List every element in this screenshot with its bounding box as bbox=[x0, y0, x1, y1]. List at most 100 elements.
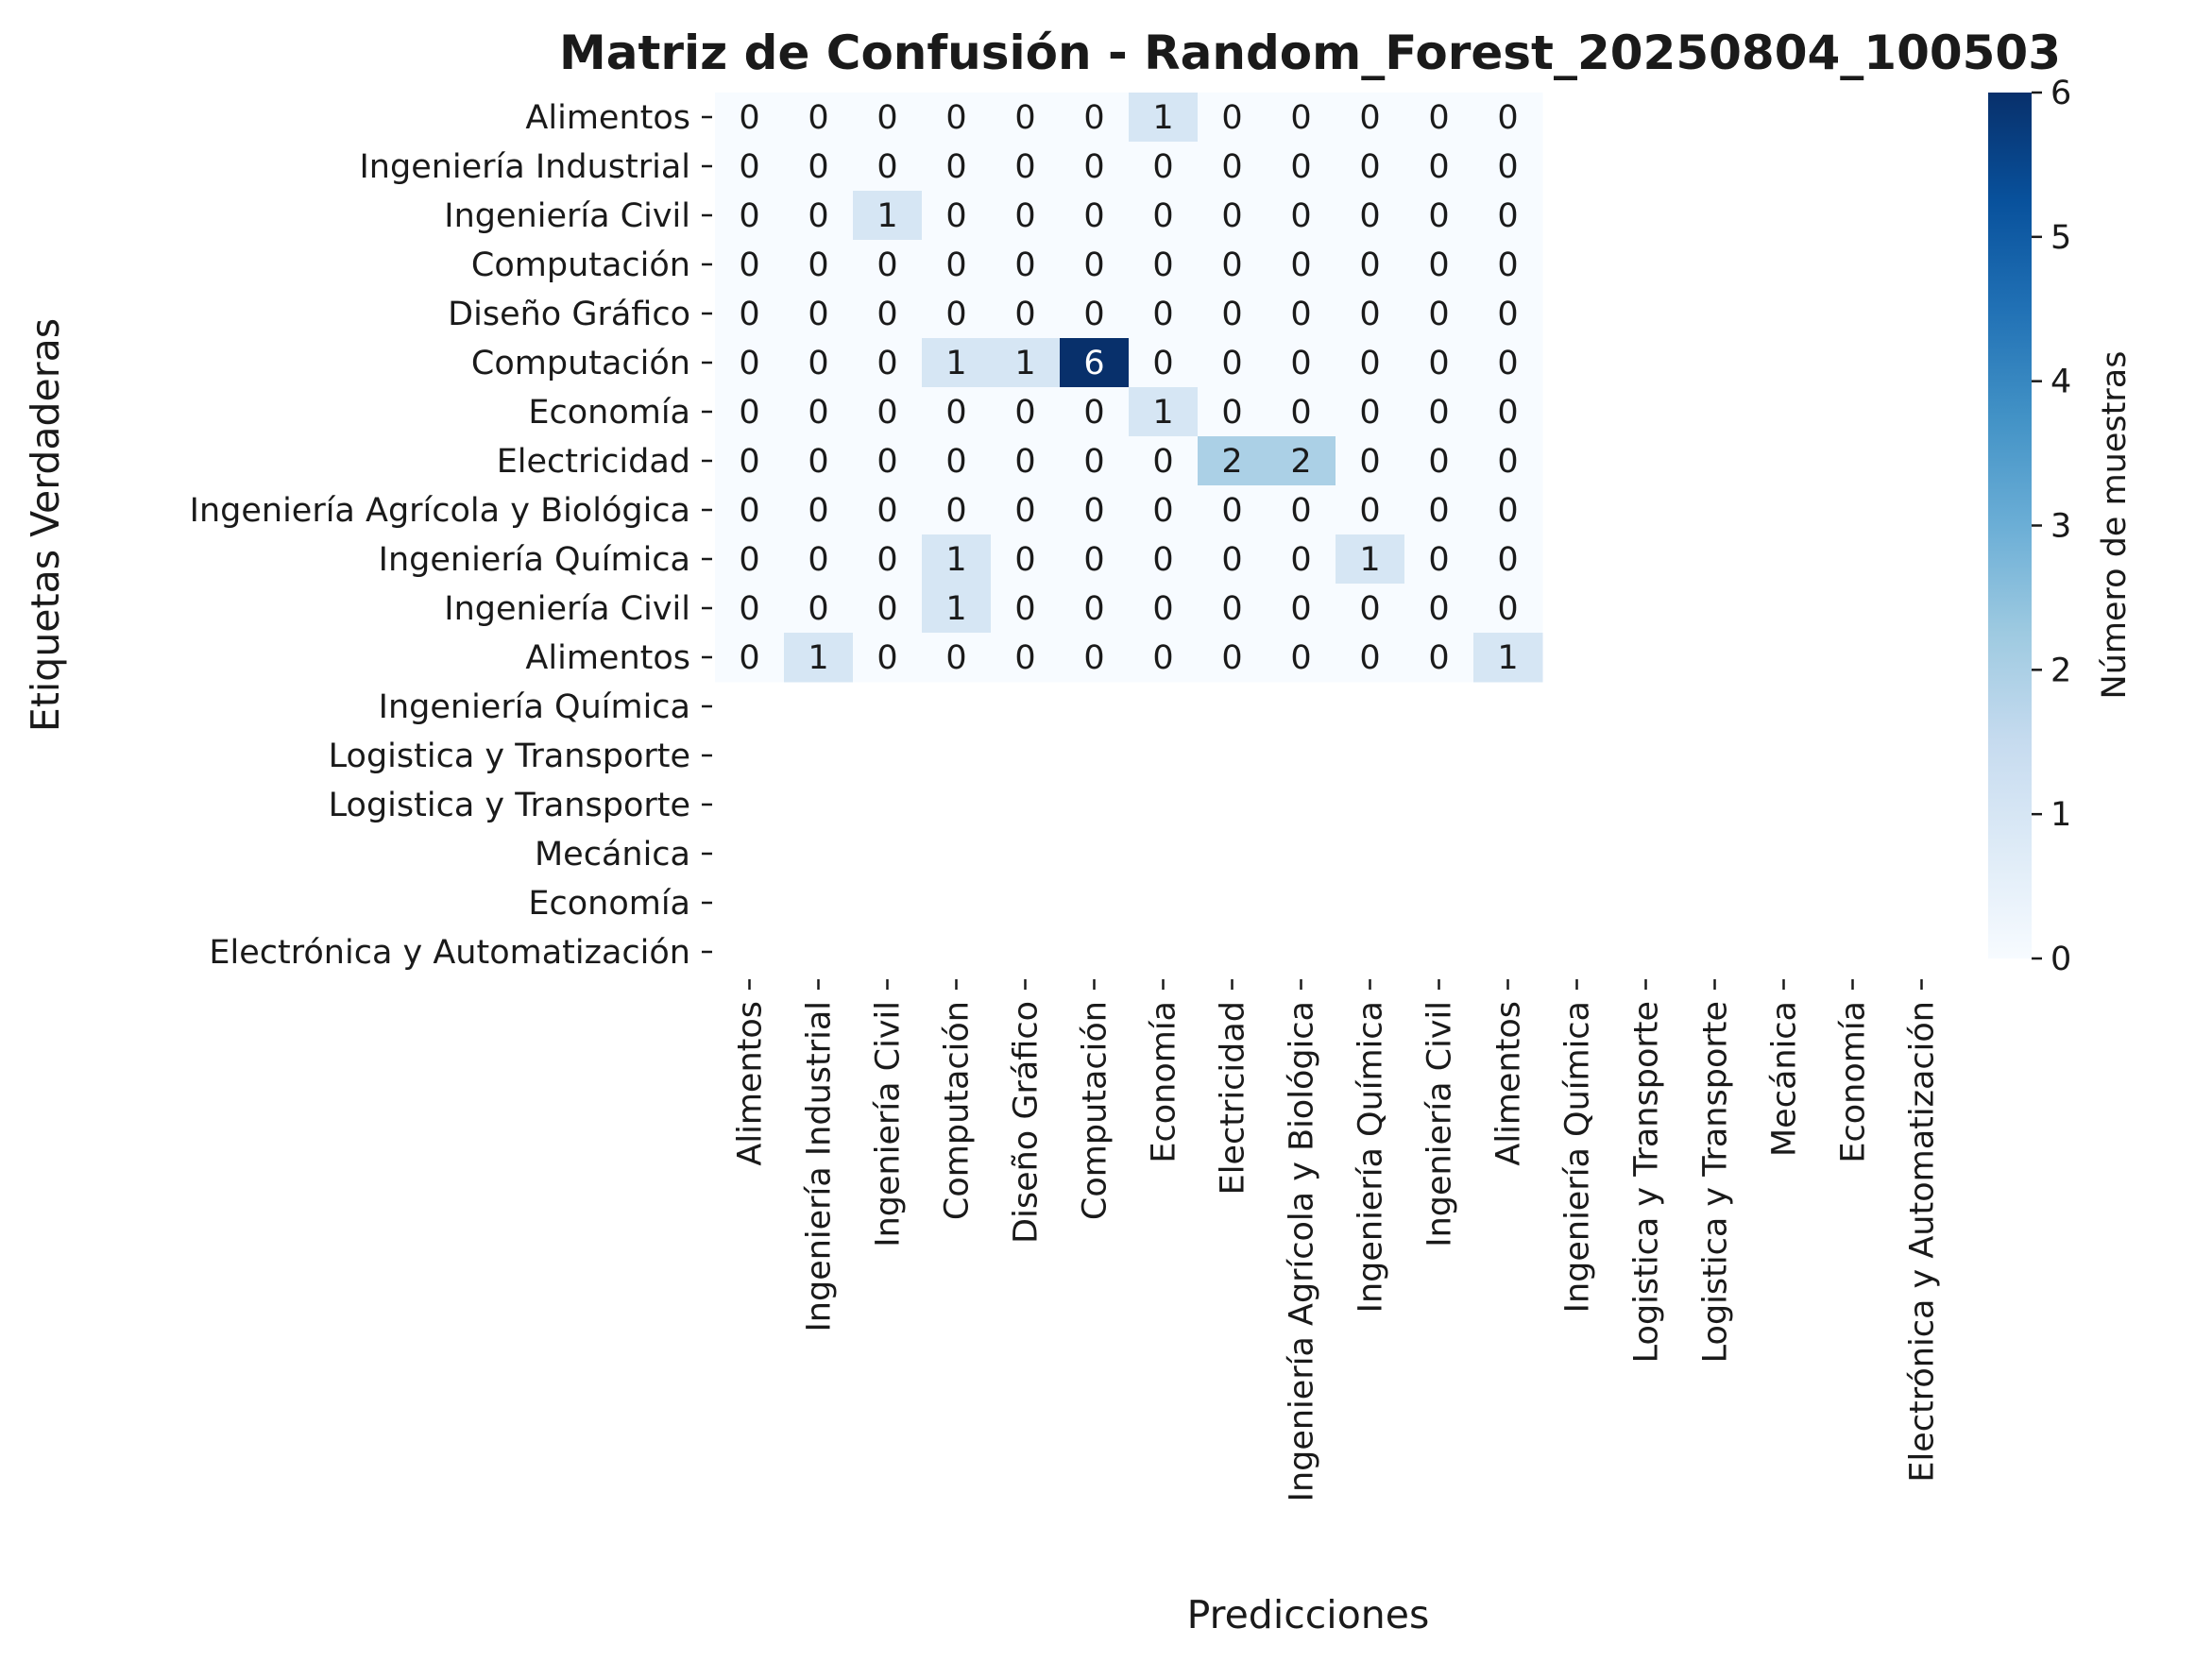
heatmap-cell bbox=[784, 387, 854, 437]
cell-value-label: 0 bbox=[739, 296, 759, 333]
cell-value-label: 0 bbox=[1221, 639, 1242, 677]
heatmap-cell bbox=[1198, 240, 1268, 290]
cell-value-label: 0 bbox=[739, 492, 759, 530]
heatmap-cell bbox=[715, 93, 785, 143]
cell-value-label: 1 bbox=[945, 541, 966, 579]
cell-value-label: 0 bbox=[1359, 639, 1380, 677]
cell-value-label: 0 bbox=[1014, 246, 1035, 284]
cell-value-label: 0 bbox=[1152, 246, 1173, 284]
cell-value-label: 0 bbox=[808, 148, 828, 186]
chart-title: Matriz de Confusión - Random_Forest_2025… bbox=[559, 25, 2061, 80]
cell-value-label: 0 bbox=[1083, 394, 1104, 432]
cell-value-label: 0 bbox=[1014, 99, 1035, 137]
heatmap-cell bbox=[1404, 240, 1474, 290]
heatmap-cell bbox=[784, 338, 854, 388]
cell-value-label: 0 bbox=[1221, 394, 1242, 432]
heatmap-cell bbox=[922, 633, 992, 683]
heatmap-cell bbox=[1267, 93, 1336, 143]
y-axis-label: Etiquetas Verdaderas bbox=[23, 318, 68, 732]
colorbar-tick-label: 6 bbox=[2050, 75, 2071, 112]
y-tick-label: Computación bbox=[471, 246, 690, 284]
heatmap-cells: 0 0 0 0 0 0 1 0 0 0 0 0 0 0 0 0 0 0 0 0 0 0 0 0 0 0 1 0 0 0 0 0 0 0 0 0 0 0 0 0… bbox=[715, 93, 1543, 683]
heatmap-cell bbox=[1129, 436, 1199, 486]
cell-value-label: 0 bbox=[808, 345, 828, 382]
cell-value-label: 0 bbox=[1221, 541, 1242, 579]
cell-value-label: 0 bbox=[1428, 541, 1449, 579]
colorbar-tick-label: 4 bbox=[2050, 364, 2071, 401]
x-tick-label: Ingeniería Agrícola y Biológica bbox=[1284, 1001, 1321, 1501]
x-tick-label: Ingeniería Civil bbox=[870, 1001, 908, 1247]
heatmap-cell bbox=[1267, 534, 1336, 585]
heatmap-cell bbox=[1267, 240, 1336, 290]
heatmap-cell bbox=[715, 338, 785, 388]
cell-value-label: 0 bbox=[1152, 639, 1173, 677]
cell-value-label: 0 bbox=[1014, 541, 1035, 579]
heatmap-cell bbox=[1267, 191, 1336, 241]
heatmap-cell bbox=[991, 485, 1061, 535]
cell-value-label: 0 bbox=[945, 394, 966, 432]
cell-value-label: 0 bbox=[739, 394, 759, 432]
cell-value-label: 0 bbox=[1221, 197, 1242, 235]
x-tick-label: Ingeniería Química bbox=[1353, 1001, 1390, 1313]
cell-value-label: 0 bbox=[808, 590, 828, 628]
cell-value-label: 0 bbox=[808, 443, 828, 481]
y-tick-label: Alimentos bbox=[525, 639, 690, 677]
y-tick-label: Ingeniería Civil bbox=[444, 590, 690, 628]
heatmap-cell bbox=[853, 93, 923, 143]
heatmap-cell bbox=[922, 338, 992, 388]
cell-value-label: 0 bbox=[1428, 639, 1449, 677]
heatmap-cell bbox=[1336, 633, 1405, 683]
cell-value-label: 0 bbox=[1221, 492, 1242, 530]
heatmap-cell bbox=[1060, 534, 1130, 585]
y-tick-label: Electricidad bbox=[497, 443, 690, 481]
cell-value-label: 0 bbox=[808, 492, 828, 530]
heatmap-cell bbox=[784, 485, 854, 535]
heatmap-cell bbox=[715, 191, 785, 241]
heatmap-cell bbox=[1473, 93, 1543, 143]
heatmap-cell bbox=[922, 191, 992, 241]
cell-value-label: 0 bbox=[1152, 541, 1173, 579]
heatmap-cell bbox=[1198, 633, 1268, 683]
x-tick-labels: Alimentos Ingeniería Industrial Ingeniería… bbox=[732, 979, 1942, 1501]
cell-value-label: 0 bbox=[739, 590, 759, 628]
cell-value-label: 0 bbox=[876, 541, 897, 579]
cell-value-label: 0 bbox=[808, 541, 828, 579]
cell-value-label: 0 bbox=[876, 99, 897, 137]
cell-value-label: 1 bbox=[1152, 394, 1173, 432]
x-tick-label: Ingeniería Civil bbox=[1421, 1001, 1459, 1247]
cell-value-label: 0 bbox=[1290, 541, 1311, 579]
heatmap-cell bbox=[1336, 534, 1405, 585]
heatmap-cell bbox=[1198, 436, 1268, 486]
heatmap-cell bbox=[1404, 338, 1474, 388]
cell-value-label: 0 bbox=[1428, 246, 1449, 284]
heatmap-cell bbox=[1473, 534, 1543, 585]
cell-value-label: 0 bbox=[1290, 492, 1311, 530]
cell-value-label: 0 bbox=[945, 443, 966, 481]
heatmap-cell bbox=[1129, 142, 1199, 192]
cell-value-label: 0 bbox=[1497, 197, 1518, 235]
heatmap-cell bbox=[1404, 436, 1474, 486]
cell-value-label: 0 bbox=[808, 197, 828, 235]
cell-value-label: 0 bbox=[808, 99, 828, 137]
heatmap-cell bbox=[991, 338, 1061, 388]
cell-value-label: 0 bbox=[876, 590, 897, 628]
cell-value-label: 0 bbox=[945, 639, 966, 677]
cell-value-label: 0 bbox=[1359, 99, 1380, 137]
cell-value-label: 0 bbox=[1014, 296, 1035, 333]
colorbar-ticks: 0 1 2 3 4 5 6 bbox=[2032, 75, 2071, 978]
heatmap-cell bbox=[922, 93, 992, 143]
cell-value-label: 0 bbox=[1083, 197, 1104, 235]
cell-value-label: 0 bbox=[1083, 99, 1104, 137]
x-axis-label: Predicciones bbox=[1187, 1592, 1430, 1637]
cell-value-label: 0 bbox=[1428, 345, 1449, 382]
cell-value-label: 0 bbox=[1428, 590, 1449, 628]
cell-value-label: 0 bbox=[1359, 296, 1380, 333]
heatmap-cell bbox=[1336, 584, 1405, 634]
cell-value-label: 2 bbox=[1221, 443, 1242, 481]
heatmap-cell bbox=[784, 534, 854, 585]
heatmap-cell bbox=[853, 240, 923, 290]
heatmap-cell bbox=[1060, 93, 1130, 143]
y-tick-label: Alimentos bbox=[525, 99, 690, 137]
heatmap-cell bbox=[853, 436, 923, 486]
